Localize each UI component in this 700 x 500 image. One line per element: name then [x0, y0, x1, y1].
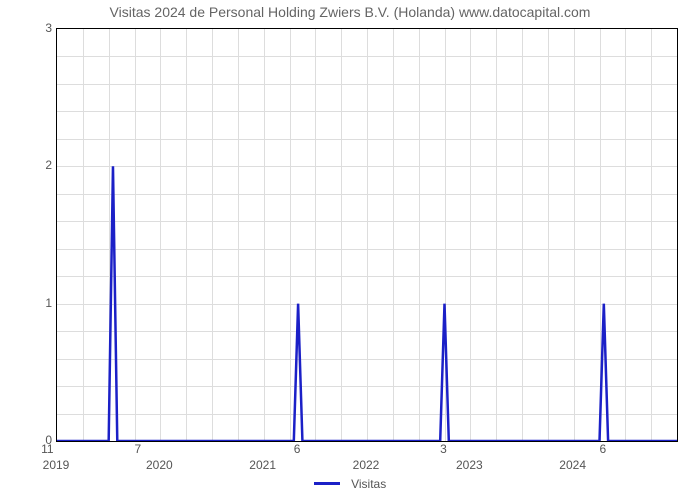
x-tick-label: 2022	[353, 458, 380, 472]
x-tick-label: 2019	[43, 458, 70, 472]
x-peak-label: 11	[41, 442, 53, 456]
legend-label: Visitas	[351, 477, 386, 491]
x-tick-label: 2023	[456, 458, 483, 472]
x-peak-label: 6	[599, 442, 606, 456]
legend-swatch	[314, 482, 340, 485]
chart-container: { "chart": { "type": "line", "title": "V…	[0, 0, 700, 500]
x-peak-label: 6	[294, 442, 301, 456]
chart-title: Visitas 2024 de Personal Holding Zwiers …	[0, 4, 700, 20]
x-peak-label: 3	[440, 442, 447, 456]
y-tick-label: 2	[45, 158, 52, 172]
x-tick-label: 2024	[559, 458, 586, 472]
legend: Visitas	[0, 476, 700, 491]
x-tick-label: 2021	[249, 458, 276, 472]
y-tick-label: 1	[45, 296, 52, 310]
plot-area	[56, 28, 678, 442]
y-tick-label: 3	[45, 21, 52, 35]
line-series-visitas	[57, 29, 677, 441]
x-peak-label: 7	[134, 442, 141, 456]
x-tick-label: 2020	[146, 458, 173, 472]
